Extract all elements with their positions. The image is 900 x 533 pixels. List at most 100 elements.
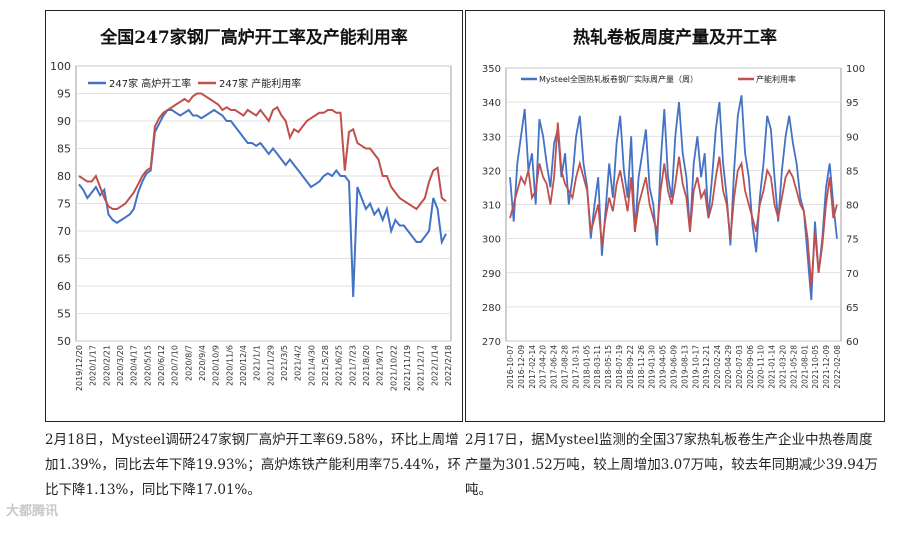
x-tick-label: 2020/10/9 [212, 345, 221, 386]
x-tick-label: 2020/4/17 [130, 345, 139, 386]
x-tick-label: 2020/7/10 [171, 345, 180, 386]
x-tick-label: 2020/11/6 [225, 345, 234, 386]
y-left-tick-label: 280 [482, 303, 501, 314]
y-left-tick-label: 330 [482, 132, 501, 143]
hot-rolled-coil-chart: 270 280 290 300 310 320 330 340 350 60 65 70 75 80 85 9… [482, 64, 865, 389]
y-tick-label: 60 [57, 280, 71, 293]
x-tick-label: 2021/8/20 [362, 345, 371, 386]
x-tick-label: 2019-06-09 [670, 345, 679, 389]
x-tick-label: 2018-05-15 [604, 345, 613, 389]
x-tick-label: 2020/8/7 [184, 345, 193, 381]
y-tick-label: 50 [57, 335, 71, 348]
chart-panel-right: 热轧卷板周度产量及开工率 270 280 290 300 310 320 330 340 350… [465, 10, 885, 422]
x-tick-label: 2021-03-20 [779, 345, 788, 389]
x-tick-label: 2019-08-13 [680, 345, 689, 389]
x-tick-label: 2021/3/5 [280, 345, 289, 381]
y-right-tick-label: 95 [846, 98, 859, 109]
x-tick-label: 2019-12-21 [702, 345, 711, 389]
x-tick-label: 2021/1/1 [253, 345, 262, 381]
x-tick-label: 2021/11/19 [403, 345, 412, 391]
x-tick-label: 2022/1/14 [430, 345, 439, 386]
y-right-tick-label: 70 [846, 269, 859, 280]
x-tick-label: 2021/5/28 [321, 345, 330, 386]
x-tick-label: 2017-08-28 [561, 345, 570, 389]
y-tick-label: 70 [57, 225, 71, 238]
x-tick-label: 2021/4/30 [307, 345, 316, 386]
y-tick-label: 95 [57, 88, 71, 101]
x-tick-label: 2017-10-31 [571, 345, 580, 389]
x-tick-label: 2018-03-11 [593, 345, 602, 389]
y-tick-label: 65 [57, 253, 71, 266]
x-tick-label: 2020/2/21 [102, 345, 111, 386]
x-tick-label: 2021-08-01 [800, 345, 809, 389]
y-tick-label: 90 [57, 115, 71, 128]
x-tick-label: 2020/3/20 [116, 345, 125, 386]
x-tick-label: 2019/12/20 [75, 345, 84, 391]
legend-label: 247家 产能利用率 [219, 77, 301, 90]
x-tick-label: 2021/6/25 [335, 345, 344, 386]
x-tick-label: 2021-10-05 [811, 345, 820, 389]
x-tick-label: 2020/5/15 [143, 345, 152, 386]
x-tick-label: 2021-01-14 [768, 345, 777, 389]
x-tick-label: 2022/2/18 [444, 345, 453, 386]
y-right-tick-label: 75 [846, 235, 859, 246]
y-right-tick-label: 90 [846, 132, 859, 143]
series-line-2 [78, 92, 447, 211]
x-tick-label: 2021/12/17 [417, 345, 426, 391]
x-tick-label: 2021-12-09 [822, 345, 831, 389]
x-tick-label: 2017-02-14 [528, 345, 537, 389]
x-tick-label: 2019-10-17 [691, 345, 700, 389]
y-tick-label: 75 [57, 198, 71, 211]
watermark: 大都腾讯 [6, 504, 59, 519]
y-tick-label: 55 [57, 308, 71, 321]
x-tick-label: 2019-04-05 [659, 345, 668, 389]
x-tick-label: 2021/10/22 [389, 345, 398, 391]
y-right-tick-label: 85 [846, 166, 859, 177]
x-tick-label: 2018-09-22 [626, 345, 635, 389]
x-tick-label: 2020/9/4 [198, 345, 207, 381]
x-tick-label: 2020-07-03 [735, 345, 744, 389]
x-tick-label: 2016-12-09 [517, 345, 526, 389]
y-left-tick-label: 290 [482, 269, 501, 280]
blast-furnace-chart: 50 55 60 65 70 75 80 85 90 95 100 2019/12/20 2020/1/… [50, 60, 453, 391]
x-tick-label: 2017-06-24 [550, 345, 559, 389]
x-tick-label: 2021-05-28 [789, 345, 798, 389]
x-tick-label: 2021/1/29 [266, 345, 275, 386]
y-left-tick-label: 300 [482, 235, 501, 246]
chart-title-right: 热轧卷板周度产量及开工率 [573, 28, 777, 48]
y-tick-label: 80 [57, 170, 71, 183]
x-tick-label: 2017-04-20 [539, 345, 548, 389]
chart-panel-left: 全国247家钢厂高炉开工率及产能利用率 50 55 60 65 70 75 80 85 90 95… [45, 10, 463, 422]
legend-label: Mysteel全国热轧板卷钢厂实际周产量（周） [539, 74, 698, 84]
x-tick-label: 2022-02-08 [833, 345, 842, 389]
caption-right: 2月17日，据Mysteel监测的全国37家热轧板卷生产企业中热卷周度产量为30… [465, 432, 878, 498]
x-tick-label: 2021/7/23 [348, 345, 357, 386]
y-tick-label: 85 [57, 143, 71, 156]
chart-title-left: 全国247家钢厂高炉开工率及产能利用率 [100, 28, 408, 48]
y-left-tick-label: 340 [482, 98, 501, 109]
y-tick-label: 100 [50, 60, 71, 73]
y-left-tick-label: 270 [482, 337, 501, 348]
x-tick-label: 2018-07-19 [615, 345, 624, 389]
series-line-utilization [509, 122, 838, 287]
x-tick-label: 2020-04-29 [724, 345, 733, 389]
y-right-tick-label: 60 [846, 337, 859, 348]
x-tick-label: 2020/6/12 [157, 345, 166, 386]
x-tick-label: 2019-01-30 [648, 345, 657, 389]
x-tick-label: 2018-11-26 [637, 345, 646, 389]
x-tick-label: 2016-10-07 [506, 345, 515, 389]
series-line-production [509, 95, 838, 301]
x-tick-label: 2020-09-06 [746, 345, 755, 389]
y-right-tick-label: 65 [846, 303, 859, 314]
x-tick-label: 2018-01-05 [582, 345, 591, 389]
y-right-tick-label: 80 [846, 201, 859, 212]
x-tick-label: 2021/9/17 [376, 345, 385, 386]
y-left-tick-label: 350 [482, 64, 501, 75]
x-tick-label: 2020-11-10 [757, 345, 766, 389]
legend-label: 产能利用率 [756, 74, 796, 84]
legend-label: 247家 高炉开工率 [109, 77, 191, 90]
y-left-tick-label: 320 [482, 166, 501, 177]
x-tick-label: 2021/4/2 [294, 345, 303, 381]
series-line-1 [78, 108, 447, 298]
caption-left: 2月18日，Mysteel调研247家钢厂高炉开工率69.58%，环比上周增加1… [45, 432, 461, 498]
